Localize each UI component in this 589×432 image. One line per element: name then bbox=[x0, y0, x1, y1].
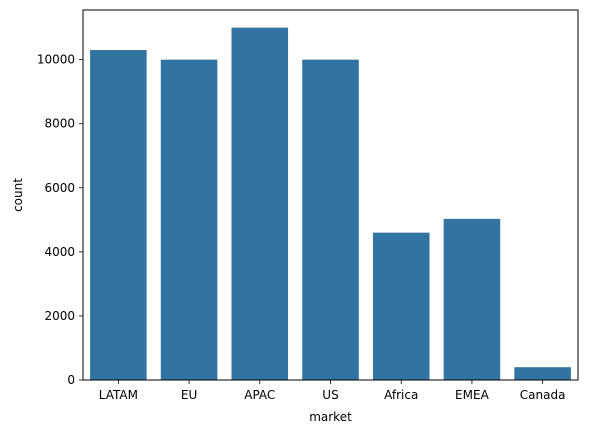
x-tick-label: EMEA bbox=[455, 388, 490, 402]
bar-us bbox=[302, 59, 359, 380]
x-tick-label: APAC bbox=[244, 388, 275, 402]
bar-africa bbox=[372, 232, 430, 380]
bar-eu bbox=[160, 59, 218, 380]
bars-group bbox=[90, 27, 571, 381]
bar-latam bbox=[90, 50, 147, 381]
y-tick-label: 8000 bbox=[44, 117, 75, 131]
y-tick-label: 6000 bbox=[44, 181, 75, 195]
bar-apac bbox=[231, 27, 289, 380]
x-tick-label: EU bbox=[181, 388, 197, 402]
bar-emea bbox=[443, 218, 501, 380]
x-tick-label: Canada bbox=[520, 388, 566, 402]
x-axis-ticks: LATAM EU APAC US Africa EMEA Canada bbox=[99, 380, 566, 402]
plot-frame bbox=[82, 9, 579, 381]
y-tick-label: 2000 bbox=[44, 309, 75, 323]
y-tick-label: 4000 bbox=[44, 245, 75, 259]
x-axis-title: market bbox=[309, 410, 352, 424]
bar-canada bbox=[514, 367, 571, 380]
y-axis-title: count bbox=[11, 178, 25, 212]
x-tick-label: LATAM bbox=[99, 388, 138, 402]
y-axis-ticks: 0 2000 4000 6000 8000 10000 bbox=[37, 53, 83, 387]
x-tick-label: US bbox=[322, 388, 338, 402]
y-tick-label: 10000 bbox=[37, 53, 75, 67]
x-tick-label: Africa bbox=[384, 388, 418, 402]
y-tick-label: 0 bbox=[67, 373, 75, 387]
